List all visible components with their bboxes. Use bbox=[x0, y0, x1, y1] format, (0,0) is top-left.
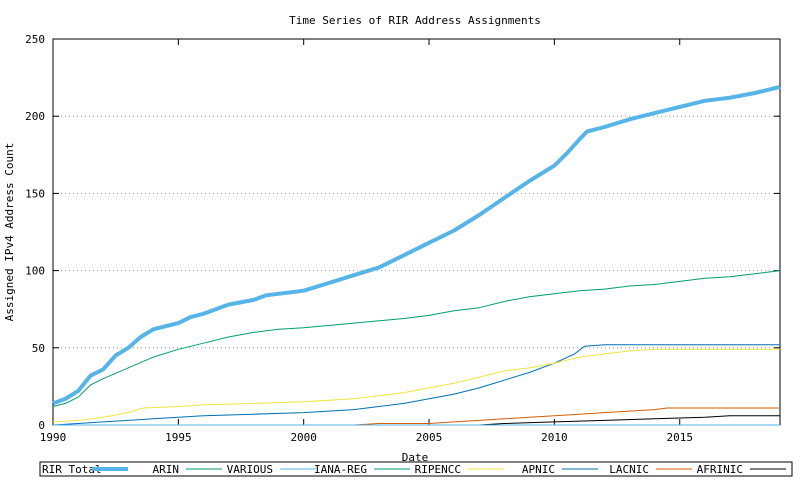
series-line-arin bbox=[53, 271, 780, 407]
legend: RIR Total ARIN VARIOUS IANA-REG RIPENCC APNIC… bbox=[40, 462, 792, 476]
series-line-rir-total bbox=[53, 87, 780, 404]
legend-label: VARIOUS bbox=[227, 463, 273, 476]
y-axis-label: Assigned IPv4 Address Count bbox=[3, 143, 16, 322]
x-tick-label: 1990 bbox=[40, 431, 67, 444]
legend-label: LACNIC bbox=[609, 463, 649, 476]
y-tick-label: 50 bbox=[32, 342, 45, 355]
legend-label: RIPENCC bbox=[415, 463, 461, 476]
y-tick-label: 150 bbox=[25, 187, 45, 200]
chart-title: Time Series of RIR Address Assignments bbox=[289, 14, 541, 27]
series-lines bbox=[53, 87, 780, 425]
grid-lines bbox=[53, 116, 780, 348]
legend-label: IANA-REG bbox=[314, 463, 367, 476]
y-tick-label: 200 bbox=[25, 110, 45, 123]
plot-frame bbox=[53, 39, 780, 425]
x-tick-label: 2000 bbox=[290, 431, 317, 444]
y-tick-label: 250 bbox=[25, 33, 45, 46]
y-tick-label: 100 bbox=[25, 265, 45, 278]
x-tick-label: 1995 bbox=[165, 431, 192, 444]
x-axis-ticks: 1990 1995 2000 2005 2010 2015 bbox=[40, 39, 693, 444]
x-tick-label: 2015 bbox=[666, 431, 693, 444]
legend-label: APNIC bbox=[522, 463, 555, 476]
x-tick-label: 2005 bbox=[416, 431, 443, 444]
x-tick-label: 2010 bbox=[541, 431, 568, 444]
legend-label: AFRINIC bbox=[697, 463, 743, 476]
series-line-ripencc bbox=[53, 349, 780, 422]
series-line-apnic bbox=[53, 345, 780, 425]
legend-label: ARIN bbox=[153, 463, 180, 476]
series-line-lacnic bbox=[53, 408, 780, 425]
